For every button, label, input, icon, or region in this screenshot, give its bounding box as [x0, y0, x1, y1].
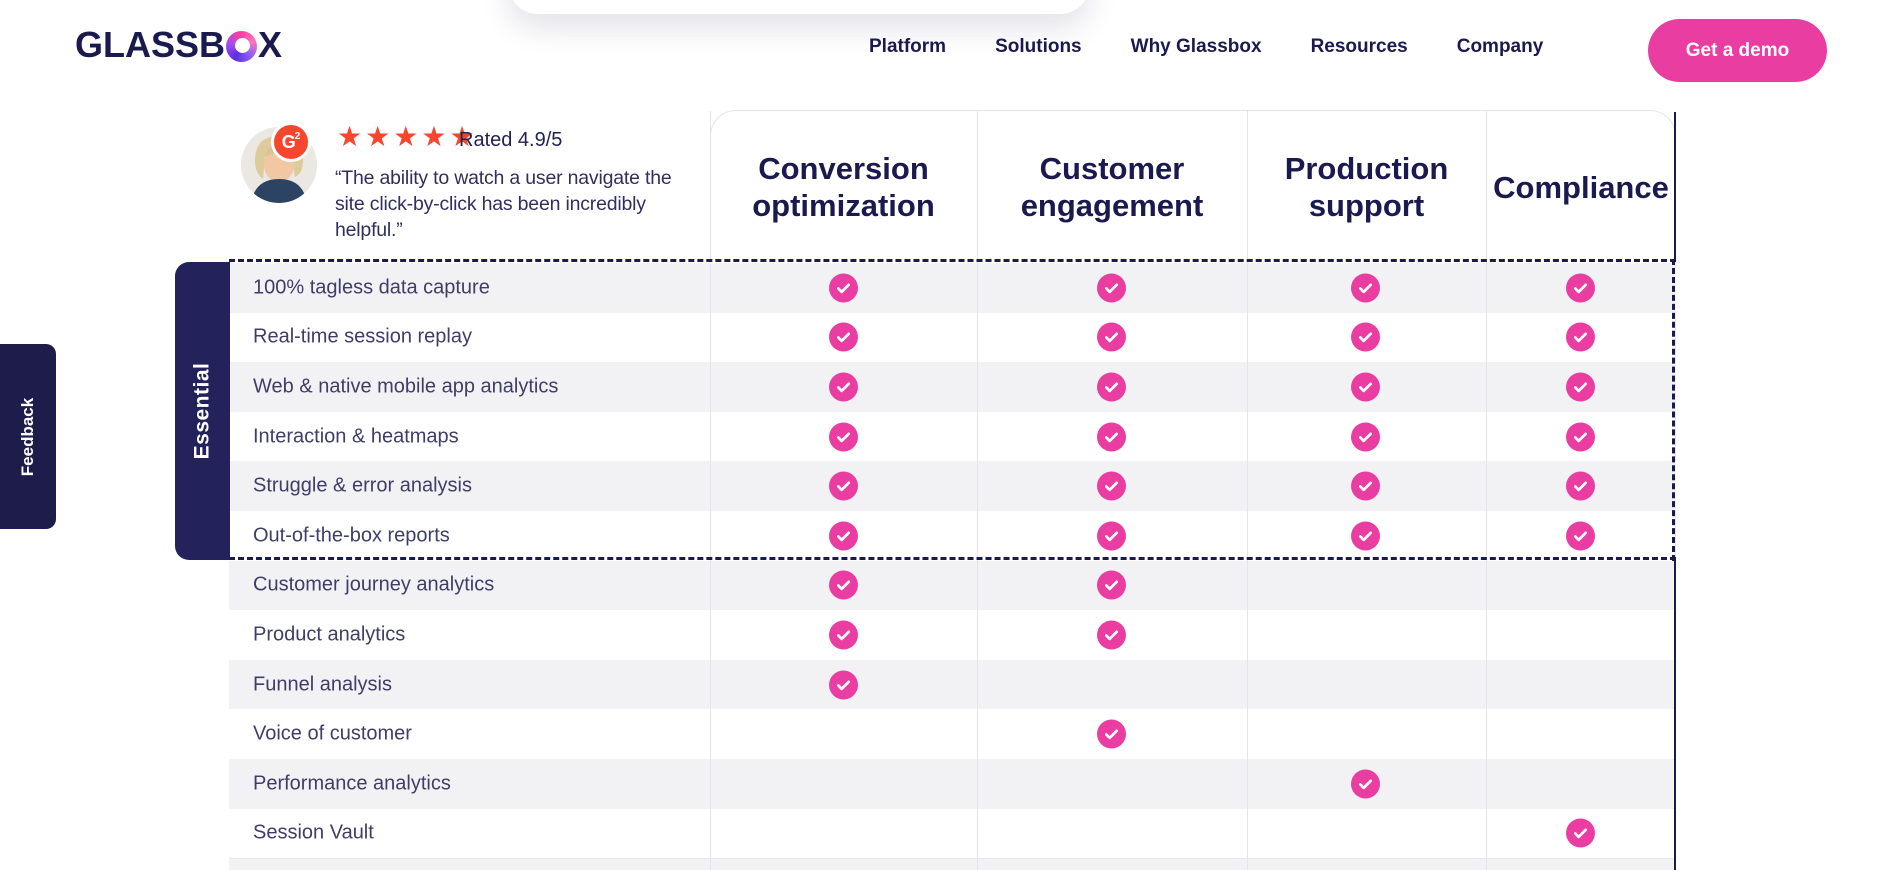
table-row: Product analytics [229, 610, 1676, 660]
table-row: Performance analytics [229, 758, 1676, 809]
check-icon [1097, 620, 1126, 650]
row-label: Session Vault [253, 821, 374, 844]
nav-item-why-glassbox[interactable]: Why Glassbox [1130, 36, 1262, 57]
check-icon [829, 670, 858, 700]
table-row: Struggle & error analysis [229, 461, 1676, 511]
rating-label: Rated 4.9/5 [459, 129, 563, 151]
table-row: Web & native mobile app analytics [229, 362, 1676, 412]
check-icon [1351, 471, 1380, 501]
row-label: Web & native mobile app analytics [253, 375, 559, 398]
check-icon [1566, 322, 1595, 352]
feedback-tab[interactable]: Feedback [0, 344, 56, 529]
check-icon [829, 620, 858, 650]
column-header-compliance: Compliance [1493, 169, 1669, 205]
card-right-edge [1674, 112, 1676, 262]
star-icon: ★ [449, 121, 478, 152]
row-label: Real-time session replay [253, 325, 472, 348]
essential-dashed-border-bottom [229, 557, 1676, 560]
nav-item-solutions[interactable]: Solutions [995, 36, 1082, 57]
check-icon [829, 521, 858, 551]
glassbox-logo[interactable]: GLASSB X [75, 24, 282, 66]
main-nav: Platform Solutions Why Glassbox Resource… [869, 36, 1543, 58]
check-icon [829, 422, 858, 452]
check-icon [1351, 273, 1380, 303]
table-row: 100% tagless data capture [229, 263, 1676, 313]
partial-next-row [229, 858, 1676, 870]
row-label: Customer journey analytics [253, 573, 495, 596]
row-label: Voice of customer [253, 722, 412, 745]
table-row: Real-time session replay [229, 313, 1676, 363]
column-header-conversion-optimization: Conversion optimization [752, 151, 935, 223]
logo-text-post: X [258, 24, 283, 65]
row-label: Product analytics [253, 623, 406, 646]
testimonial-quote: “The ability to watch a user navigate th… [335, 167, 672, 241]
column-header-customer-engagement: Customer engagement [1020, 151, 1204, 223]
g2-sup: 2 [294, 131, 301, 142]
table-row: Funnel analysis [229, 659, 1676, 710]
essential-dashed-border-right [1672, 259, 1675, 561]
check-icon [1566, 372, 1595, 402]
row-label: Interaction & heatmaps [253, 425, 459, 448]
column-divider [977, 111, 978, 870]
g2-letter: G [281, 132, 296, 152]
check-icon [1566, 422, 1595, 452]
check-icon [1566, 521, 1595, 551]
check-icon [1351, 322, 1380, 352]
feedback-tab-label: Feedback [18, 397, 37, 476]
row-label: Struggle & error analysis [253, 474, 472, 497]
check-icon [829, 322, 858, 352]
nav-item-resources[interactable]: Resources [1310, 36, 1408, 57]
star-icon: ★ [421, 121, 450, 152]
essential-dashed-border-top [229, 259, 1676, 262]
get-a-demo-button[interactable]: Get a demo [1648, 19, 1827, 82]
table-row: Session Vault [229, 809, 1676, 859]
check-icon [1566, 818, 1595, 848]
check-icon [829, 372, 858, 402]
column-divider [710, 111, 711, 870]
nav-dropdown-shadow [508, 0, 1090, 14]
logo-text-pre: GLASSB [75, 24, 226, 65]
essential-group-tab: Essential [175, 262, 230, 560]
check-icon [1097, 471, 1126, 501]
star-icon: ★ [337, 121, 366, 152]
check-icon [829, 273, 858, 303]
check-icon [1097, 372, 1126, 402]
check-icon [1566, 471, 1595, 501]
table-row: Voice of customer [229, 709, 1676, 759]
row-label: Funnel analysis [253, 673, 392, 696]
card-right-edge [1674, 559, 1676, 870]
nav-item-company[interactable]: Company [1456, 36, 1544, 57]
column-divider [1486, 111, 1487, 870]
table-row: Interaction & heatmaps [229, 412, 1676, 462]
table-row: Out-of-the-box reports [229, 511, 1676, 561]
check-icon [1097, 322, 1126, 352]
star-icon: ★ [393, 121, 422, 152]
check-icon [1097, 719, 1126, 749]
table-row: Customer journey analytics [229, 560, 1676, 611]
star-icon: ★ [365, 121, 394, 152]
check-icon [1351, 769, 1380, 799]
star-rating: ★★★★★ [337, 120, 478, 153]
feature-rows: 100% tagless data capture Real-time sessi… [229, 263, 1676, 858]
row-label: Out-of-the-box reports [253, 524, 450, 547]
row-label: Performance analytics [253, 772, 451, 795]
logo-o-icon [226, 30, 258, 62]
essential-group-label: Essential [190, 362, 214, 460]
check-icon [1097, 570, 1126, 600]
nav-item-platform[interactable]: Platform [869, 36, 947, 57]
check-icon [829, 570, 858, 600]
check-icon [1097, 273, 1126, 303]
column-divider [1247, 111, 1248, 870]
check-icon [1097, 422, 1126, 452]
check-icon [1097, 521, 1126, 551]
column-header-production-support: Production support [1284, 151, 1449, 223]
check-icon [1566, 273, 1595, 303]
check-icon [829, 471, 858, 501]
check-icon [1351, 521, 1380, 551]
check-icon [1351, 422, 1380, 452]
check-icon [1351, 372, 1380, 402]
row-label: 100% tagless data capture [253, 276, 490, 299]
